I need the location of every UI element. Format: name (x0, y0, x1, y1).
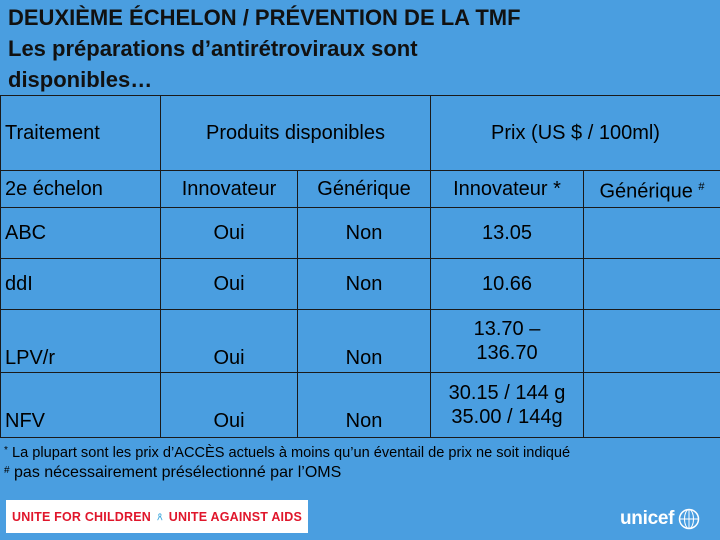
footnote-1: * La plupart sont les prix d’ACCÈS actue… (4, 443, 716, 463)
row-price-innovator-line-1: 13.70 – (473, 318, 541, 340)
row-price-generic (583, 372, 720, 438)
row-innovator: Oui (160, 207, 298, 259)
row-innovator: Oui (160, 372, 298, 438)
header-price: Prix (US $ / 100ml) (430, 95, 720, 171)
table-subheader-row: 2e échelon Innovateur Générique Innovate… (0, 170, 720, 208)
row-generic: Non (297, 372, 431, 438)
row-price-innovator-line-2: 35.00 / 144g (451, 406, 563, 428)
table-row: ddI Oui Non 10.66 (0, 258, 720, 310)
footnote-2-mark: # (4, 465, 10, 476)
awareness-ribbon-icon (157, 512, 163, 520)
row-name: LPV/r (0, 309, 161, 373)
row-price-innovator: 13.70 – 136.70 (430, 309, 584, 373)
row-price-innovator: 30.15 / 144 g 35.00 / 144g (430, 372, 584, 438)
table-row: NFV Oui Non 30.15 / 144 g 35.00 / 144g (0, 372, 720, 438)
table-row: LPV/r Oui Non 13.70 – 136.70 (0, 309, 720, 373)
subheader-price-innovator: Innovateur * (430, 170, 584, 208)
unicef-logo-text: unicef (620, 508, 675, 529)
table-row: ABC Oui Non 13.05 (0, 207, 720, 259)
row-price-generic (583, 258, 720, 310)
footnote-2-text: pas nécessairement présélectionné par l’… (14, 464, 342, 481)
banner-left-text: UNITE FOR CHILDREN (12, 509, 152, 524)
title-line-2: Les préparations d’antirétroviraux sont (8, 36, 418, 61)
row-name: NFV (0, 372, 161, 438)
subheader-innovator: Innovateur (160, 170, 298, 208)
slide-title: DEUXIÈME ÉCHELON / PRÉVENTION DE LA TMF … (8, 2, 713, 95)
title-line-1: DEUXIÈME ÉCHELON / PRÉVENTION DE LA TMF (8, 5, 521, 30)
row-price-innovator-line-1: 30.15 / 144 g (448, 382, 566, 404)
globe-icon (678, 508, 700, 530)
subheader-generic: Générique (297, 170, 431, 208)
subheader-level: 2e échelon (0, 170, 161, 208)
row-name: ABC (0, 207, 161, 259)
generic-footnote-mark: # (698, 180, 705, 193)
footnote-1-mark: * (4, 445, 8, 456)
row-price-innovator-line-2: 136.70 (476, 342, 538, 364)
unicef-logo: unicef (620, 506, 700, 532)
footnote-2: # pas nécessairement présélectionné par … (4, 463, 716, 483)
row-generic: Non (297, 207, 431, 259)
title-line-3: disponibles… (8, 67, 153, 92)
row-innovator: Oui (160, 258, 298, 310)
banner-right-text: UNITE AGAINST AIDS (168, 509, 302, 524)
row-price-generic (583, 309, 720, 373)
footnotes: * La plupart sont les prix d’ACCÈS actue… (4, 443, 716, 483)
header-treatment: Traitement (0, 95, 161, 171)
campaign-banner: UNITE FOR CHILDREN UNITE AGAINST AIDS (6, 500, 308, 533)
row-price-innovator: 10.66 (430, 258, 584, 310)
table-header-row: Traitement Produits disponibles Prix (US… (0, 95, 720, 171)
row-generic: Non (297, 309, 431, 373)
row-innovator: Oui (160, 309, 298, 373)
price-table: Traitement Produits disponibles Prix (US… (0, 95, 720, 438)
row-name: ddI (0, 258, 161, 310)
subheader-price-generic-label: Générique (599, 180, 693, 203)
footnote-1-text: La plupart sont les prix d’ACCÈS actuels… (11, 445, 571, 461)
row-price-innovator: 13.05 (430, 207, 584, 259)
subheader-price-generic: Générique # (583, 170, 720, 208)
row-price-generic (583, 207, 720, 259)
header-products: Produits disponibles (160, 95, 431, 171)
row-generic: Non (297, 258, 431, 310)
